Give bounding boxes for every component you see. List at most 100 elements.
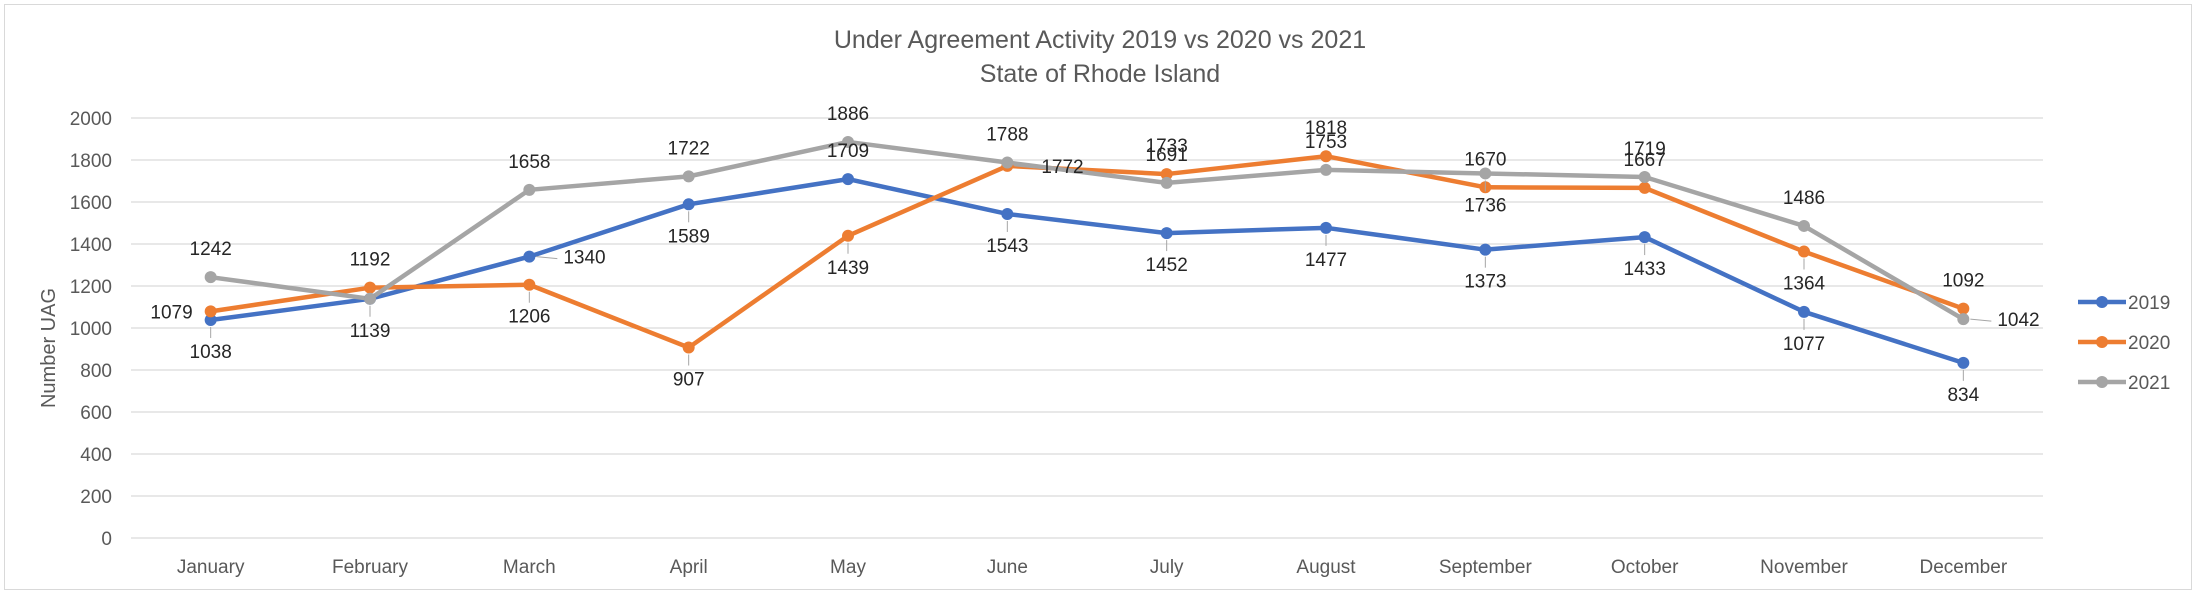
x-tick-label: March xyxy=(503,557,556,578)
data-point-2021 xyxy=(1638,171,1651,184)
legend: 2019 2020 2021 xyxy=(2078,293,2170,394)
legend-label-2021: 2021 xyxy=(2128,373,2170,394)
data-label-2020: 1670 xyxy=(1464,149,1506,170)
data-point-2019 xyxy=(1160,227,1173,240)
x-tick-label: August xyxy=(1296,557,1356,578)
x-tick-label: June xyxy=(987,557,1028,578)
data-label-2020: 1772 xyxy=(1041,157,1083,178)
data-point-2021 xyxy=(204,271,217,284)
label-leader-line xyxy=(1970,318,1992,322)
data-label-2019: 1452 xyxy=(1146,255,1188,276)
x-tick-label: May xyxy=(830,557,866,578)
series-group xyxy=(204,135,1970,369)
x-tick-label: October xyxy=(1611,557,1679,578)
data-label-2020: 1192 xyxy=(350,250,391,271)
x-tick-label: July xyxy=(1150,557,1184,578)
data-label-2020: 1818 xyxy=(1305,118,1347,139)
data-label-2021: 1736 xyxy=(1464,195,1506,216)
data-point-2020 xyxy=(842,229,854,242)
gridlines xyxy=(131,117,2043,539)
data-label-2021: 1753 xyxy=(1305,132,1347,153)
data-label-2020: 907 xyxy=(673,370,705,391)
data-label-2021: 1722 xyxy=(668,138,710,159)
data-point-2020 xyxy=(204,305,217,318)
data-label-2019: 1139 xyxy=(350,321,391,342)
x-tick-label: September xyxy=(1439,557,1533,578)
data-label-2019: 1589 xyxy=(668,226,710,247)
data-point-2020 xyxy=(523,278,536,291)
data-point-2019 xyxy=(1957,356,1970,369)
series-line-2020 xyxy=(208,153,1966,350)
data-point-2021 xyxy=(1320,163,1332,176)
data-point-2021 xyxy=(364,292,376,305)
data-label-2020: 1733 xyxy=(1146,136,1188,157)
x-tick-label: January xyxy=(177,557,245,578)
y-axis-title: Number UAG xyxy=(38,288,60,408)
y-tick-label: 0 xyxy=(101,529,112,550)
series-line-2019 xyxy=(208,176,1966,366)
data-point-2020 xyxy=(682,341,695,354)
data-label-2021: 1658 xyxy=(508,152,550,173)
y-tick-label: 800 xyxy=(80,361,112,382)
data-point-2019 xyxy=(1479,243,1492,256)
data-label-2021: 1486 xyxy=(1783,188,1825,209)
data-point-2019 xyxy=(1798,305,1810,318)
y-tick-label: 2000 xyxy=(70,109,112,130)
legend-marker-2020 xyxy=(2096,336,2108,348)
series-line-2021 xyxy=(208,139,1966,322)
data-point-2019 xyxy=(523,250,536,263)
data-label-2019: 1543 xyxy=(986,236,1028,257)
data-point-2019 xyxy=(682,198,695,211)
data-point-2021 xyxy=(1957,313,1970,326)
label-leader-line xyxy=(536,256,558,260)
data-label-2021: 1719 xyxy=(1624,139,1666,160)
data-point-2021 xyxy=(682,170,695,183)
data-point-2019 xyxy=(842,173,854,186)
data-label-2020: 1092 xyxy=(1942,271,1984,292)
data-label-2019: 1038 xyxy=(190,342,232,363)
y-axis-ticks: 0 200 400 600 800 1000 1200 1400 1600 1800 2000 xyxy=(70,109,112,550)
x-tick-label: November xyxy=(1760,557,1848,578)
data-point-2020 xyxy=(1320,150,1332,163)
y-tick-label: 1400 xyxy=(70,235,112,256)
data-label-2021: 1042 xyxy=(1997,310,2039,331)
data-point-2020 xyxy=(1160,168,1173,181)
data-point-2021 xyxy=(1479,167,1492,180)
label-leader-line xyxy=(1014,165,1036,169)
data-point-2020 xyxy=(1638,181,1651,194)
data-label-2019: 1373 xyxy=(1464,272,1506,293)
y-tick-label: 1000 xyxy=(70,319,112,340)
legend-marker-2021 xyxy=(2096,376,2108,388)
x-tick-label: December xyxy=(1920,557,2008,578)
data-label-2020: 1364 xyxy=(1783,274,1826,295)
y-tick-label: 200 xyxy=(80,487,112,508)
x-axis-ticks: January February March April May June July Augu… xyxy=(177,557,2008,578)
y-tick-label: 1200 xyxy=(70,277,112,298)
data-label-2021: 1886 xyxy=(827,104,869,125)
data-label-2020: 1206 xyxy=(508,307,550,328)
legend-marker-2019 xyxy=(2096,296,2108,308)
y-tick-label: 400 xyxy=(80,445,112,466)
data-point-2021 xyxy=(842,135,854,148)
data-label-2021: 1242 xyxy=(190,239,232,260)
data-point-2021 xyxy=(1160,176,1173,189)
data-point-2020 xyxy=(364,281,376,294)
data-label-2021: 1788 xyxy=(986,125,1028,146)
data-point-2021 xyxy=(523,183,536,196)
data-point-2020 xyxy=(1957,302,1970,315)
data-label-2019: 1477 xyxy=(1305,250,1347,271)
x-tick-label: April xyxy=(670,557,708,578)
data-label-2019: 1077 xyxy=(1783,334,1825,355)
data-label-2019: 1340 xyxy=(563,248,605,269)
y-tick-label: 1600 xyxy=(70,193,112,214)
data-point-2019 xyxy=(204,314,217,327)
data-label-2019: 1433 xyxy=(1624,259,1666,280)
chart-subtitle: State of Rhode Island xyxy=(980,60,1220,88)
data-label-2021: 1691 xyxy=(1146,145,1188,166)
data-label-2020: 1439 xyxy=(827,258,869,279)
data-point-2020 xyxy=(1798,245,1810,258)
data-point-2021 xyxy=(1001,156,1014,169)
y-tick-label: 600 xyxy=(80,403,112,424)
y-tick-label: 1800 xyxy=(70,151,112,172)
